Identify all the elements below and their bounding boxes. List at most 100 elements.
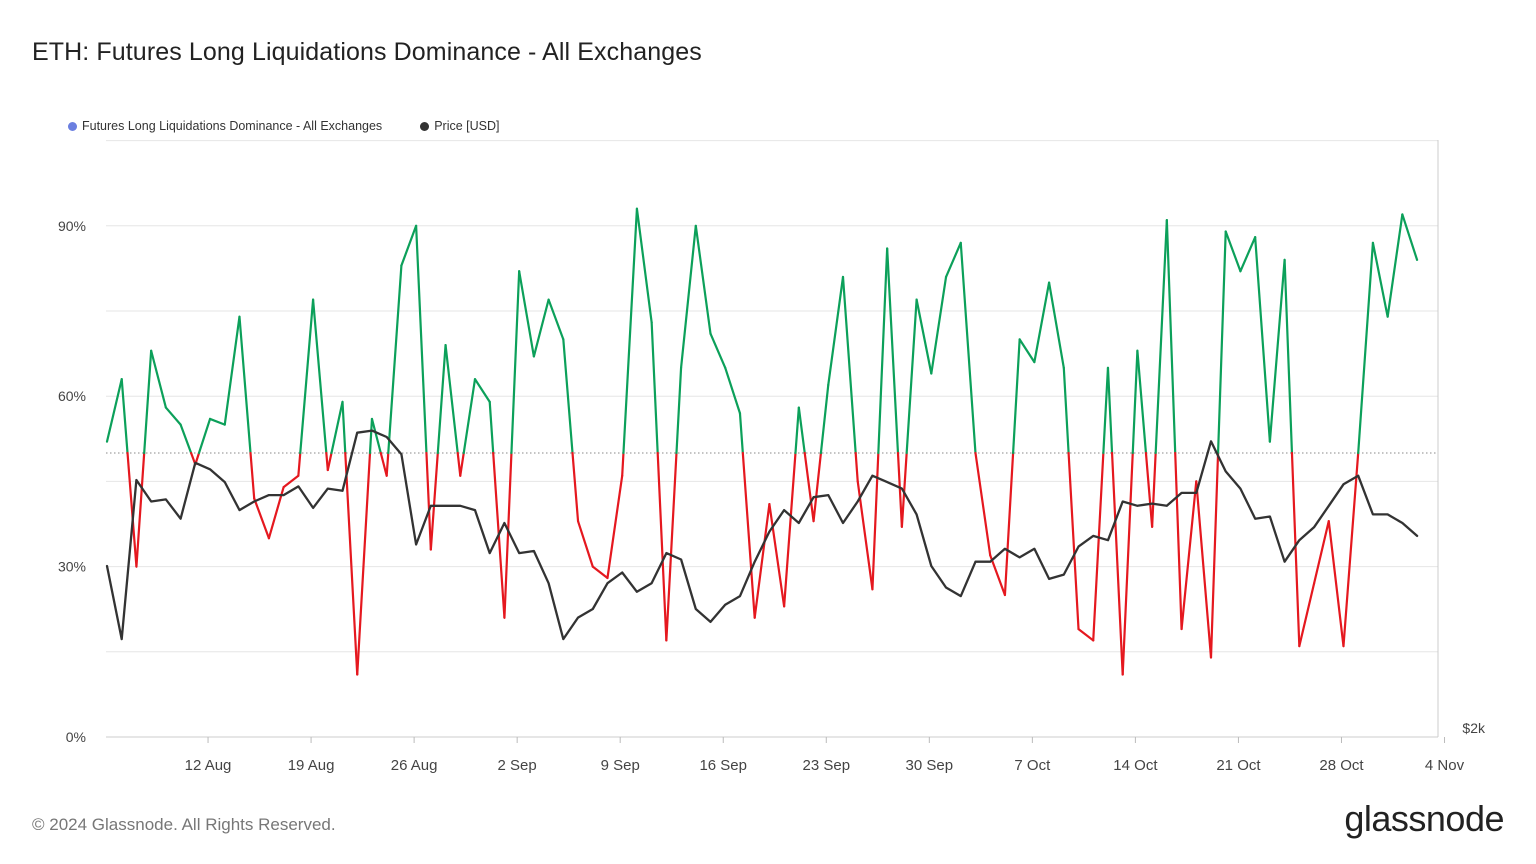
dominance-segment <box>1011 338 1021 455</box>
legend-item-price[interactable]: Price [USD] <box>420 119 499 133</box>
dominance-segment <box>387 264 403 455</box>
dominance-segment <box>959 241 977 455</box>
brand-logo: glassnode <box>1344 798 1504 839</box>
price-line <box>105 429 1419 641</box>
dominance-segment <box>415 224 428 455</box>
dominance-segment <box>1154 219 1168 455</box>
dominance-segment <box>1165 219 1177 455</box>
dominance-segment <box>1047 281 1065 369</box>
dominance-segment <box>741 451 756 619</box>
dominance-segment <box>330 400 344 455</box>
dominance-segment <box>606 474 624 580</box>
x-tick-label: 28 Oct <box>1319 757 1364 774</box>
dominance-segment <box>1254 236 1271 443</box>
dominance-segment <box>238 315 252 455</box>
dominance-segment <box>341 400 347 455</box>
dominance-segment <box>650 321 659 455</box>
dominance-segment <box>1180 480 1198 631</box>
dominance-segment <box>827 275 845 386</box>
dominance-segment <box>385 451 390 477</box>
x-tick-label: 9 Sep <box>601 757 640 774</box>
x-tick-label: 4 Nov <box>1425 757 1465 774</box>
dominance-segment <box>1327 520 1345 648</box>
x-tick-label: 2 Sep <box>498 757 537 774</box>
dominance-segment <box>197 417 212 455</box>
dominance-segment <box>915 298 933 375</box>
dominance-segment <box>724 366 742 415</box>
dominance-segment <box>1268 258 1286 443</box>
dominance-segment <box>803 451 815 523</box>
dominance-segment <box>841 275 857 455</box>
dominance-segment <box>150 349 167 409</box>
legend-dot-price <box>420 121 430 131</box>
x-tick-label: 7 Oct <box>1014 757 1051 774</box>
legend-label-price: Price [USD] <box>434 119 500 133</box>
legend-item-dominance[interactable]: Futures Long Liquidations Dominance - Al… <box>68 119 382 133</box>
dominance-segment <box>356 451 372 676</box>
dominance-segment <box>797 406 806 455</box>
dominance-segment <box>1283 258 1294 455</box>
dominance-segment <box>622 207 639 455</box>
dominance-segment <box>1131 349 1139 455</box>
dominance-segment <box>675 366 683 455</box>
dominance-segment <box>562 338 574 455</box>
dominance-segment <box>1371 241 1389 318</box>
dominance-segment <box>1195 480 1213 659</box>
dominance-segment <box>896 451 903 528</box>
dominance-segment <box>179 423 193 455</box>
dominance-segment <box>1121 451 1134 676</box>
dominance-segment <box>1062 366 1070 455</box>
dominance-segment <box>877 247 889 455</box>
dominance-segment <box>1018 338 1036 364</box>
x-tick-label: 23 Sep <box>803 757 851 774</box>
dominance-segment <box>1003 451 1015 597</box>
dominance-segment <box>794 406 800 455</box>
x-tick-label: 12 Aug <box>185 757 232 774</box>
dominance-segment <box>344 451 359 676</box>
dominance-segment <box>576 520 594 568</box>
legend-label-dominance: Futures Long Liquidations Dominance - Al… <box>82 119 383 133</box>
dominance-segment <box>1342 451 1360 648</box>
dominance-segment <box>591 565 609 580</box>
dominance-segment <box>944 241 962 279</box>
y-right-tick-label: $2k <box>1462 720 1486 736</box>
dominance-segment <box>503 451 513 619</box>
y-tick-label: 60% <box>58 388 86 404</box>
dominance-segment <box>1033 281 1051 364</box>
dominance-segment <box>120 378 129 455</box>
dominance-segment <box>635 207 653 324</box>
dominance-segment <box>282 474 300 489</box>
dominance-segment <box>768 503 786 608</box>
dominance-segment <box>753 503 771 619</box>
dominance-segment <box>1290 451 1301 648</box>
dominance-segment <box>1106 366 1114 455</box>
x-tick-label: 16 Sep <box>699 757 747 774</box>
dominance-segment <box>249 451 256 500</box>
dominance-segment <box>930 275 948 375</box>
dominance-segment <box>429 451 439 551</box>
dominance-segment <box>854 451 859 483</box>
dominance-segment <box>571 451 580 523</box>
dominance-segment <box>299 298 315 455</box>
legend-dot-dominance <box>68 121 77 131</box>
dominance-segment <box>709 332 727 369</box>
dominance-segment <box>436 343 447 455</box>
dominance-segment <box>989 554 1007 597</box>
dominance-segment <box>1357 241 1375 455</box>
dominance-segment <box>656 451 668 642</box>
dominance-segment <box>370 417 382 455</box>
dominance-segment <box>871 451 880 591</box>
x-tick-label: 14 Oct <box>1113 757 1158 774</box>
chart-title: ETH: Futures Long Liquidations Dominance… <box>32 38 702 66</box>
dominance-segment <box>326 451 333 472</box>
dominance-segment <box>1110 451 1124 676</box>
dominance-segment <box>1401 213 1419 261</box>
dominance-segment <box>679 224 697 369</box>
dominance-segment <box>473 378 491 403</box>
dominance-segment <box>400 224 418 267</box>
dominance-segment <box>665 451 678 642</box>
dominance-segment <box>1174 451 1183 631</box>
dominance-segment <box>311 298 328 455</box>
dominance-segment <box>462 378 477 455</box>
dominance-segment <box>459 451 465 477</box>
